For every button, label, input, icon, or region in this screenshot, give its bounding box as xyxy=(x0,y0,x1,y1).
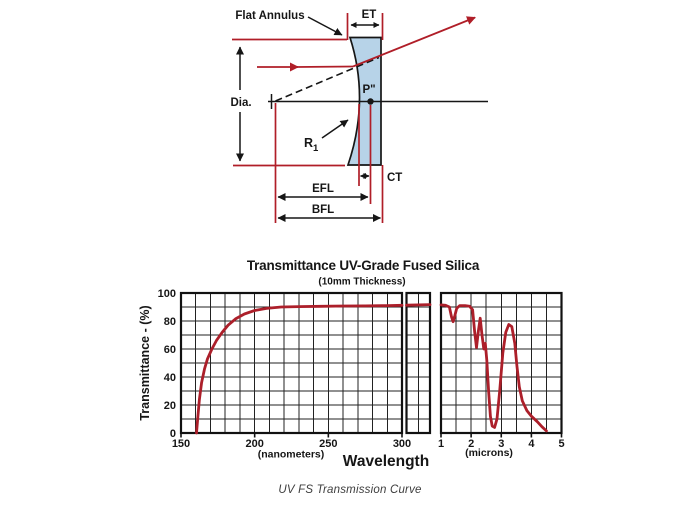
flat-annulus-pointer-arrow xyxy=(307,16,343,36)
x-tick-label: 1 xyxy=(438,438,444,450)
nanometers-unit-label: (nanometers) xyxy=(258,449,325,461)
principal-point-dot xyxy=(367,98,374,105)
incoming-ray-continuation xyxy=(295,65,354,68)
transmittance-curve xyxy=(405,303,432,307)
principal-point-label: P" xyxy=(362,84,375,96)
et-label: ET xyxy=(362,9,377,21)
x-tick-label: 200 xyxy=(245,438,263,450)
y-tick-label: 0 xyxy=(170,428,176,440)
y-tick-label: 20 xyxy=(164,400,176,412)
r1-pointer-arrow xyxy=(321,119,349,139)
transmittance-curve xyxy=(195,303,404,435)
chart-subtitle: (10mm Thickness) xyxy=(318,277,405,288)
panel-border xyxy=(179,291,404,435)
transmittance-curve xyxy=(439,303,548,433)
y-axis-title: Transmittance - (%) xyxy=(138,305,152,420)
y-tick-label: 80 xyxy=(164,316,176,328)
x-tick-label: 4 xyxy=(528,438,535,450)
y-tick-label: 40 xyxy=(164,372,176,384)
bfl-label: BFL xyxy=(312,204,334,216)
plot-area: 150 200 250 300 1 2 3 4 5 0 20 40 60 80 100 xyxy=(158,288,565,450)
refracted-ray xyxy=(352,16,476,68)
flat-annulus-label: Flat Annulus xyxy=(235,10,304,22)
transmittance-chart: Transmittance UV-Grade Fused Silica (10m… xyxy=(138,258,565,470)
lens-diagram: Flat Annulus ET Dia. P" R 1 CT EFL BFL xyxy=(230,9,488,223)
x-tick-label: 3 xyxy=(498,438,504,450)
microns-unit-label: (microns) xyxy=(465,447,513,459)
panel-border xyxy=(405,291,432,435)
ct-label: CT xyxy=(387,172,402,184)
chart-title: Transmittance UV-Grade Fused Silica xyxy=(247,258,480,273)
y-tick-label: 60 xyxy=(164,344,176,356)
figure-caption: UV FS Transmission Curve xyxy=(278,484,422,496)
y-tick-label: 100 xyxy=(158,288,176,300)
efl-label: EFL xyxy=(312,183,334,195)
dia-label: Dia. xyxy=(230,97,251,109)
r1-subscript: 1 xyxy=(313,143,319,154)
x-tick-label: 2 xyxy=(468,438,474,450)
x-tick-label: 250 xyxy=(319,438,337,450)
x-tick-label: 5 xyxy=(558,438,564,450)
r1-label: R xyxy=(304,136,313,150)
x-axis-title: Wavelength xyxy=(343,453,429,470)
virtual-ray-dashed-line xyxy=(275,56,380,102)
x-tick-label: 150 xyxy=(172,438,190,450)
x-tick-label: 300 xyxy=(393,438,411,450)
